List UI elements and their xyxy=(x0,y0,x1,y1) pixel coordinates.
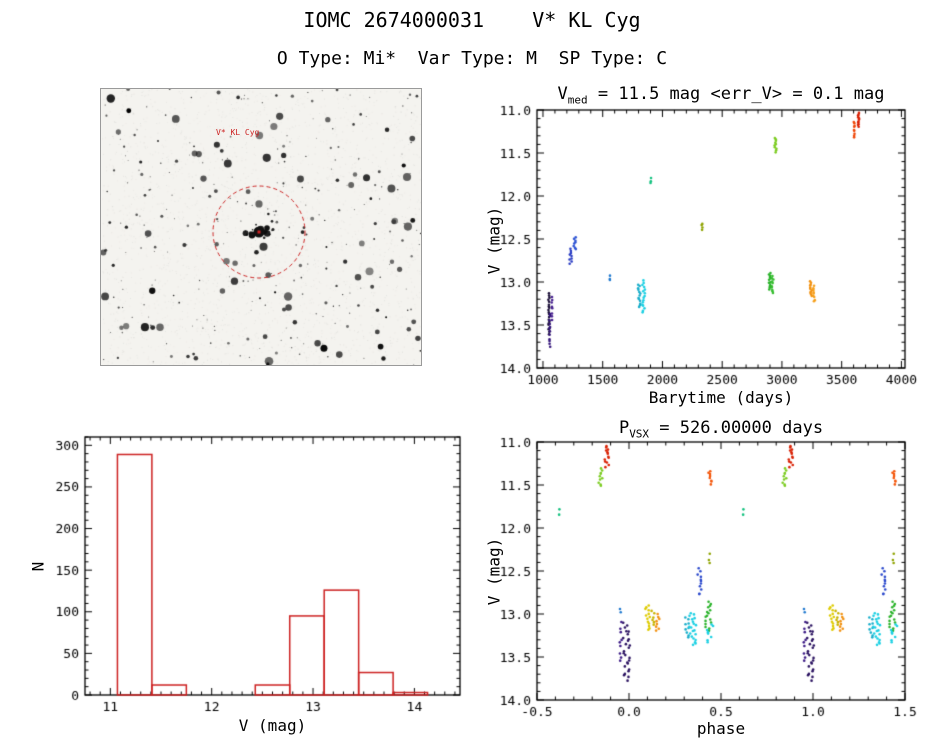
histogram-plot xyxy=(30,415,480,735)
histogram-xlabel: V (mag) xyxy=(238,716,307,735)
phase-xlabel: phase xyxy=(696,719,746,738)
finder-target-label: V* KL Cyg xyxy=(216,128,260,137)
lightcurve-plot xyxy=(485,88,935,408)
lightcurve-xlabel: Barytime (days) xyxy=(648,388,794,407)
lightcurve-ylabel: V (mag) xyxy=(484,206,504,275)
finder-chart: V* KL Cyg xyxy=(100,88,422,366)
finder-chart-image xyxy=(100,88,422,366)
page-title: IOMC 2674000031 V* KL Cyg xyxy=(303,8,641,32)
phase-ylabel: V (mag) xyxy=(484,537,504,606)
phase-plot xyxy=(485,420,935,740)
page-subtitle: O Type: Mi* Var Type: M SP Type: C xyxy=(276,48,668,69)
histogram-ylabel: N xyxy=(28,561,48,572)
